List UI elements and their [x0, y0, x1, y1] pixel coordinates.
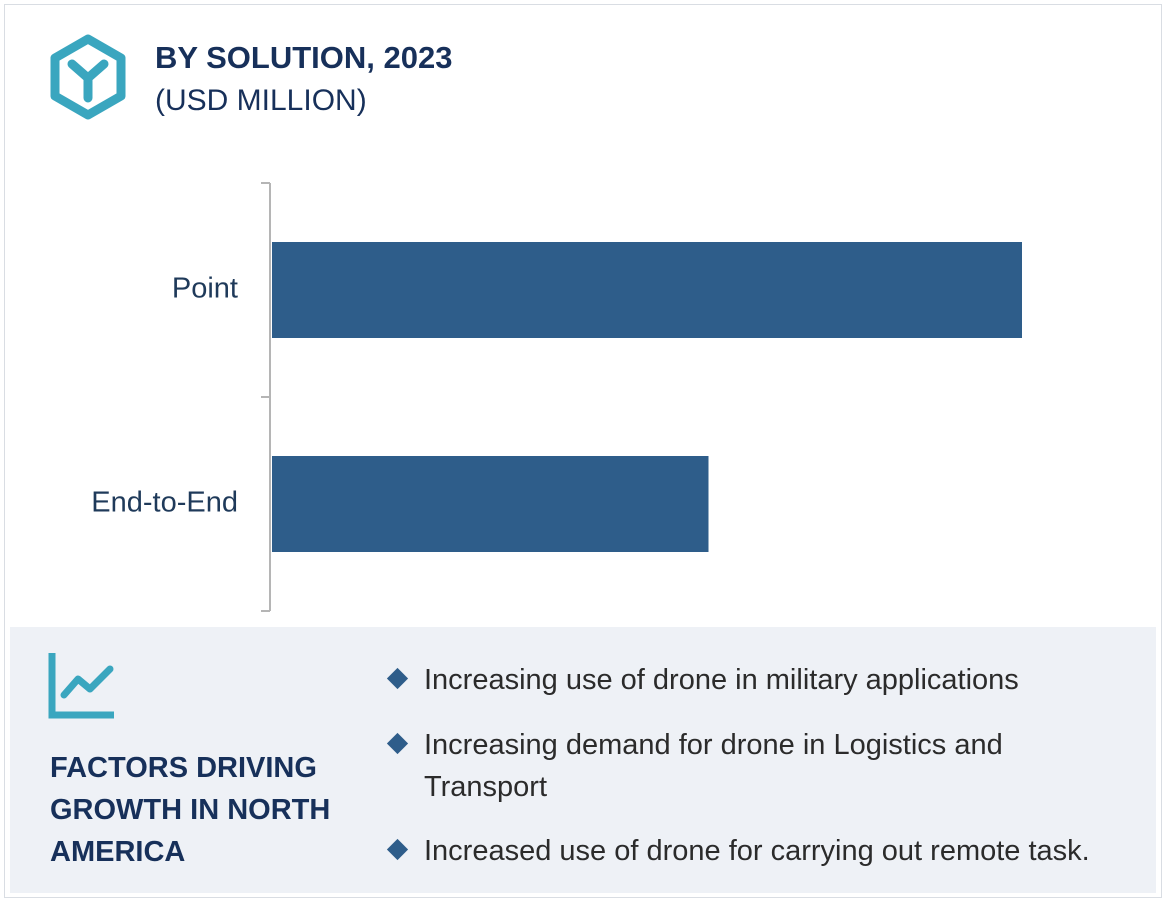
growth-icon [48, 653, 114, 719]
bar [272, 456, 709, 552]
factor-text: Increasing use of drone in military appl… [424, 664, 1019, 696]
bar [272, 242, 1022, 338]
factor-text: Increasing demand for drone in Logistics… [424, 729, 1003, 803]
factor-item: Increased use of drone for carrying out … [386, 830, 1124, 872]
y-tick-label: End-to-End [91, 487, 238, 519]
factors-panel: FACTORS DRIVING GROWTH IN NORTH AMERICA … [10, 627, 1156, 893]
chart: BY SOLUTION, 2023 (USD MILLION) Point End… [50, 34, 1022, 612]
factor-text: Increased use of drone for carrying out … [424, 835, 1090, 867]
y-tick-label: Point [172, 273, 238, 305]
factor-item: Increasing use of drone in military appl… [386, 659, 1124, 701]
solution-icon [50, 34, 126, 120]
bullet [386, 732, 409, 755]
bullet [386, 667, 409, 690]
factors-title: FACTORS DRIVING GROWTH IN NORTH AMERICA [50, 752, 331, 868]
chart-title: BY SOLUTION, 2023 [155, 40, 452, 75]
chart-subtitle: (USD MILLION) [155, 84, 367, 117]
frame [4, 4, 1162, 898]
bullet [386, 838, 409, 861]
category-axis [261, 182, 271, 612]
factor-item: Increasing demand for drone in Logistics… [386, 724, 1124, 808]
